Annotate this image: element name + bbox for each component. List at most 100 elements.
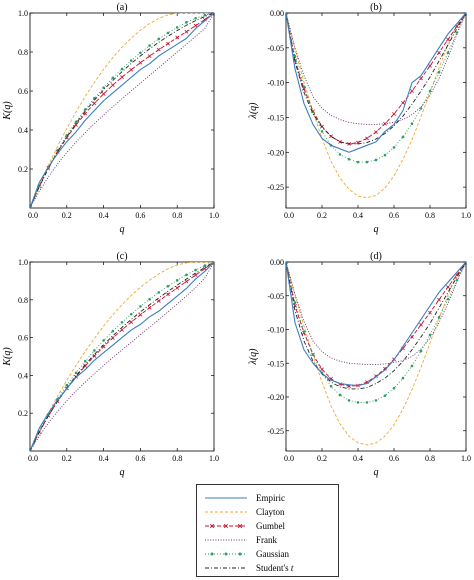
panel-a-series-gaussian-point xyxy=(175,26,179,29)
panel-c-series-gumbel-point xyxy=(175,286,180,290)
panel-b-series-empiric xyxy=(286,13,466,153)
panel-d-series-clayton xyxy=(286,262,466,446)
panel-d-series-gaussian-point xyxy=(383,394,387,397)
panel-b-series-gaussian-point xyxy=(302,85,306,89)
panel-c-title: (c) xyxy=(116,251,127,262)
panel-d-series-clayton-line xyxy=(286,262,466,446)
panel-d-series-student-s-t-line xyxy=(286,262,466,390)
panel-a-series-gaussian-point xyxy=(83,108,87,111)
panel-a-ytick-label: 0.2 xyxy=(18,165,28,174)
panel-b-series-student-s-t-line xyxy=(286,13,466,145)
panel-c-series-gumbel-point xyxy=(166,292,170,297)
panel-c-ytick-label: 0.2 xyxy=(18,409,28,418)
panel-d-xtick-label: 1.0 xyxy=(461,454,471,463)
panel-a-xtick-label: 1.0 xyxy=(209,211,219,220)
panel-b-series-gumbel xyxy=(286,13,466,146)
panel-c-series-frank xyxy=(30,262,214,451)
panel-c-series-gumbel-point xyxy=(30,449,32,451)
panel-c-series-gaussian-line xyxy=(30,262,214,451)
panel-d-xlabel: q xyxy=(374,467,379,478)
panel-c-series-gumbel-point xyxy=(138,312,143,317)
panel-b-series-gaussian-point xyxy=(428,89,432,93)
panel-a-xtick-label: 0.0 xyxy=(28,211,38,220)
panel-b-xtick-label: 0.2 xyxy=(317,211,327,220)
panel-c-series-gaussian-point xyxy=(194,268,197,272)
panel-b-series-gumbel-point xyxy=(419,76,423,81)
panel-a-xlabel: q xyxy=(120,224,125,235)
panel-c-ytick-label: 0.6 xyxy=(18,334,28,343)
panel-c-series-gaussian-point xyxy=(185,273,188,277)
panel-b-ytick-label: -0.25 xyxy=(267,183,284,192)
panel-c-series-gumbel-point xyxy=(184,279,189,284)
panel-d-series-gaussian-point xyxy=(338,393,342,397)
panel-b-series-gaussian-point xyxy=(383,153,387,157)
panel-d-series-empiric xyxy=(286,262,466,387)
panel-a-title: (a) xyxy=(116,2,127,13)
panel-d-xtick-label: 0.0 xyxy=(284,454,294,463)
panel-d-series-gaussian-point xyxy=(401,376,405,380)
panel-b-ytick-label: 0.00 xyxy=(270,9,284,18)
panel-d-series-gaussian-point xyxy=(293,301,297,304)
panel-a-series-gumbel-line xyxy=(30,13,214,208)
legend-swatch-marker xyxy=(223,523,229,529)
panel-d-series-gaussian-point xyxy=(428,333,432,337)
panel-c-xtick-label: 0.6 xyxy=(135,454,145,463)
panel-d-series-gaussian-point xyxy=(374,399,378,402)
panel-b-series-gaussian-point xyxy=(293,54,297,58)
legend-entry-frank: Frank xyxy=(197,533,338,547)
panel-c-series-clayton xyxy=(30,262,214,451)
panel-d: (d) 0.0 0.2 0.4 0.6 0.8 1.0 0.00 -0.05 -0.10 -0.15… xyxy=(248,251,471,478)
panel-a-series-gumbel-point xyxy=(74,123,78,127)
panel-c: (c) 0.0 0.2 0.4 0.6 0.8 1.0 0.2 0.4 0.6 0.8 1.0 q K(q… xyxy=(2,251,219,478)
panel-c-xtick-label: 0.0 xyxy=(28,454,38,463)
panel-c-series-gumbel-point xyxy=(92,354,97,358)
panel-d-series-empiric-line xyxy=(286,262,466,387)
panel-d-xtick-label: 0.2 xyxy=(317,454,327,463)
panel-c-series-gumbel-point xyxy=(129,320,134,324)
panel-b-series-gaussian-point xyxy=(374,158,378,162)
panel-b-series-gaussian-point xyxy=(392,146,396,149)
panel-a-series-gumbel-point xyxy=(202,17,207,22)
panel-a-xtick-label: 0.6 xyxy=(135,211,145,220)
panel-a-ytick-label: 0.8 xyxy=(18,48,28,57)
panel-a-series-gumbel-point xyxy=(175,35,180,40)
panel-c-series-gaussian-point xyxy=(166,284,170,288)
panel-d-ytick-label: -0.20 xyxy=(267,393,284,402)
panel-d-frame xyxy=(285,261,467,452)
panel-a-series-gaussian-point xyxy=(185,21,188,24)
panel-a-ylabel: K(q) xyxy=(2,101,13,121)
panel-c-series-gaussian-point xyxy=(203,264,207,267)
panel-b-series-clayton xyxy=(286,13,466,199)
legend-swatch xyxy=(205,567,247,569)
panel-c-series-gaussian xyxy=(30,262,214,451)
panel-c-series-gaussian-point xyxy=(120,320,124,324)
panel-a-series-student-s-t-line xyxy=(30,13,214,208)
panel-a-series-gaussian-line xyxy=(30,13,214,208)
panel-d-series-gumbel-point xyxy=(437,297,441,302)
legend-swatch-marker xyxy=(238,552,242,556)
panel-b-series-student-s-t xyxy=(286,13,466,145)
panel-b-series-empiric-line xyxy=(286,13,466,153)
panel-c-series-gaussian-point xyxy=(111,329,115,333)
panel-a-series-gumbel xyxy=(30,13,214,208)
panel-c-xtick-label: 1.0 xyxy=(209,454,219,463)
legend-label: Frank xyxy=(256,535,277,545)
panel-d-ytick-label: -0.05 xyxy=(267,292,284,301)
panel-d-series-gaussian-point xyxy=(365,401,369,404)
panel-c-series-gumbel xyxy=(30,262,214,451)
panel-a-series-gumbel-point xyxy=(30,206,32,208)
panel-b-series-gaussian-point xyxy=(446,51,450,54)
panel-a-ytick-label: 0.4 xyxy=(18,126,28,135)
panel-a-series-gaussian-point xyxy=(166,31,170,35)
legend-label-text: Empiric xyxy=(256,493,285,503)
legend-swatch-marker xyxy=(209,523,215,529)
panel-b-ytick-label: -0.10 xyxy=(267,79,284,88)
panel-b-xtick-label: 0.8 xyxy=(425,211,435,220)
legend-entry-student-s-t: Student's t xyxy=(197,561,338,575)
panel-b-series-gaussian-line xyxy=(286,13,466,163)
panel-a-series-gaussian-point xyxy=(74,120,78,124)
panel-d-series-gumbel-line xyxy=(286,262,466,387)
panel-c-series-gumbel-point xyxy=(147,305,152,310)
panel-a-xtick-label: 0.2 xyxy=(62,211,72,220)
panel-c-frame xyxy=(29,261,215,452)
